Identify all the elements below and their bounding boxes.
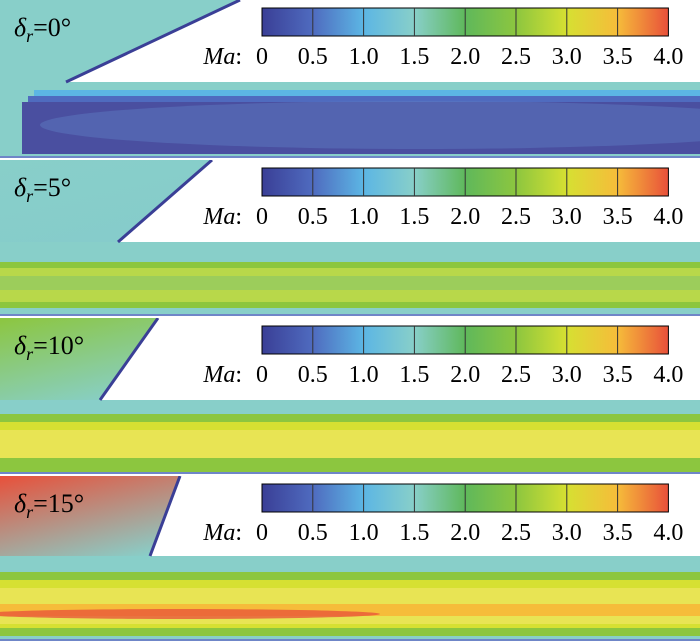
colorbar-tick-label: 3.0: [552, 204, 582, 230]
angle-value: =15°: [33, 489, 84, 518]
colorbar-tick-label: 0: [256, 44, 268, 70]
colorbar: 0 0.5 1.0 1.5 2.0 2.5 3.0 3.5 4.0 Ma:: [202, 167, 683, 230]
flow-panel-10: δr=10° 0 0.5 1.0 1.5 2.0 2.5 3.0 3.5 4.0 Ma:: [0, 318, 700, 474]
angle-subscript: r: [26, 186, 34, 206]
colorbar-variable-label: Ma:: [202, 520, 242, 546]
angle-label: δr=10°: [14, 331, 84, 364]
colorbar-tick-label: 0: [256, 362, 268, 388]
flow-panel-0: δr=0° 0 0.5 1.0 1.5 2.0 2.5 3.0 3.5 4.0 Ma:: [0, 0, 700, 158]
colorbar-tick-label: 2.0: [450, 362, 480, 388]
colorbar-variable-label: Ma:: [202, 362, 242, 388]
mach-band: [0, 276, 700, 290]
colorbar-tick-label: 1.0: [349, 520, 379, 546]
mach-band: [0, 458, 700, 468]
angle-subscript: r: [26, 344, 34, 364]
angle-label: δr=5°: [14, 173, 71, 206]
colorbar-tick-label: 1.5: [399, 44, 429, 70]
colorbar-tick-label: 3.5: [603, 520, 633, 546]
colorbar-tick-label: 1.0: [349, 362, 379, 388]
colorbar-tick-label: 2.0: [450, 520, 480, 546]
colorbar-tick-label: 0.5: [298, 362, 328, 388]
colorbar-tick-label: 0: [256, 520, 268, 546]
colorbar-variable-label: Ma:: [202, 44, 242, 70]
shock-edge: [98, 318, 160, 401]
colorbar-tick-label: 3.0: [552, 520, 582, 546]
hot-streak: [0, 609, 380, 619]
angle-subscript: r: [26, 26, 34, 46]
flow-panel-5: δr=5° 0 0.5 1.0 1.5 2.0 2.5 3.0 3.5 4.0 Ma:: [0, 160, 700, 316]
colorbar-tick-label: 0.5: [298, 44, 328, 70]
colorbar: 0 0.5 1.0 1.5 2.0 2.5 3.0 3.5 4.0 Ma:: [202, 483, 683, 546]
angle-label: δr=15°: [14, 489, 84, 522]
angle-symbol: δ: [14, 173, 27, 202]
angle-label: δr=0°: [14, 13, 71, 46]
colorbar-tick-label: 3.0: [552, 362, 582, 388]
mach-band: [22, 102, 700, 154]
angle-symbol: δ: [14, 331, 27, 360]
angle-value: =5°: [33, 173, 71, 202]
colorbar-variable-label: Ma:: [202, 204, 242, 230]
colorbar: 0 0.5 1.0 1.5 2.0 2.5 3.0 3.5 4.0 Ma:: [202, 325, 683, 388]
colorbar-tick-label: 3.5: [603, 362, 633, 388]
flow-panel-15: δr=15° 0 0.5 1.0 1.5 2.0 2.5 3.0 3.5 4.0 Ma:: [0, 476, 700, 641]
colorbar-tick-label: 1.5: [399, 204, 429, 230]
colorbar-tick-label: 3.5: [603, 44, 633, 70]
colorbar-tick-label: 0: [256, 204, 268, 230]
mach-band: [0, 430, 700, 462]
angle-symbol: δ: [14, 13, 27, 42]
colorbar-tick-label: 4.0: [653, 362, 683, 388]
colorbar-tick-label: 1.0: [349, 44, 379, 70]
colorbar-tick-label: 2.0: [450, 204, 480, 230]
colorbar-tick-label: 2.5: [501, 362, 531, 388]
mach-band: [0, 628, 700, 636]
shock-edge: [148, 476, 182, 557]
colorbar-tick-label: 4.0: [653, 44, 683, 70]
angle-value: =0°: [33, 13, 71, 42]
colorbar-tick-label: 3.0: [552, 44, 582, 70]
angle-subscript: r: [26, 502, 34, 522]
colorbar-tick-label: 2.5: [501, 44, 531, 70]
colorbar-tick-label: 2.0: [450, 44, 480, 70]
colorbar-tick-label: 0.5: [298, 520, 328, 546]
plume-core: [40, 101, 700, 149]
shock-edge: [65, 0, 241, 84]
colorbar-tick-label: 2.5: [501, 204, 531, 230]
colorbar-tick-label: 0.5: [298, 204, 328, 230]
colorbar-tick-label: 1.5: [399, 362, 429, 388]
angle-value: =10°: [33, 331, 84, 360]
colorbar-tick-label: 2.5: [501, 520, 531, 546]
colorbar-tick-label: 1.5: [399, 520, 429, 546]
colorbar-tick-label: 3.5: [603, 204, 633, 230]
colorbar-tick-label: 4.0: [653, 204, 683, 230]
angle-symbol: δ: [14, 489, 27, 518]
shock-edge: [117, 160, 213, 244]
colorbar-tick-label: 4.0: [653, 520, 683, 546]
colorbar: 0 0.5 1.0 1.5 2.0 2.5 3.0 3.5 4.0 Ma:: [202, 7, 683, 70]
colorbar-tick-label: 1.0: [349, 204, 379, 230]
